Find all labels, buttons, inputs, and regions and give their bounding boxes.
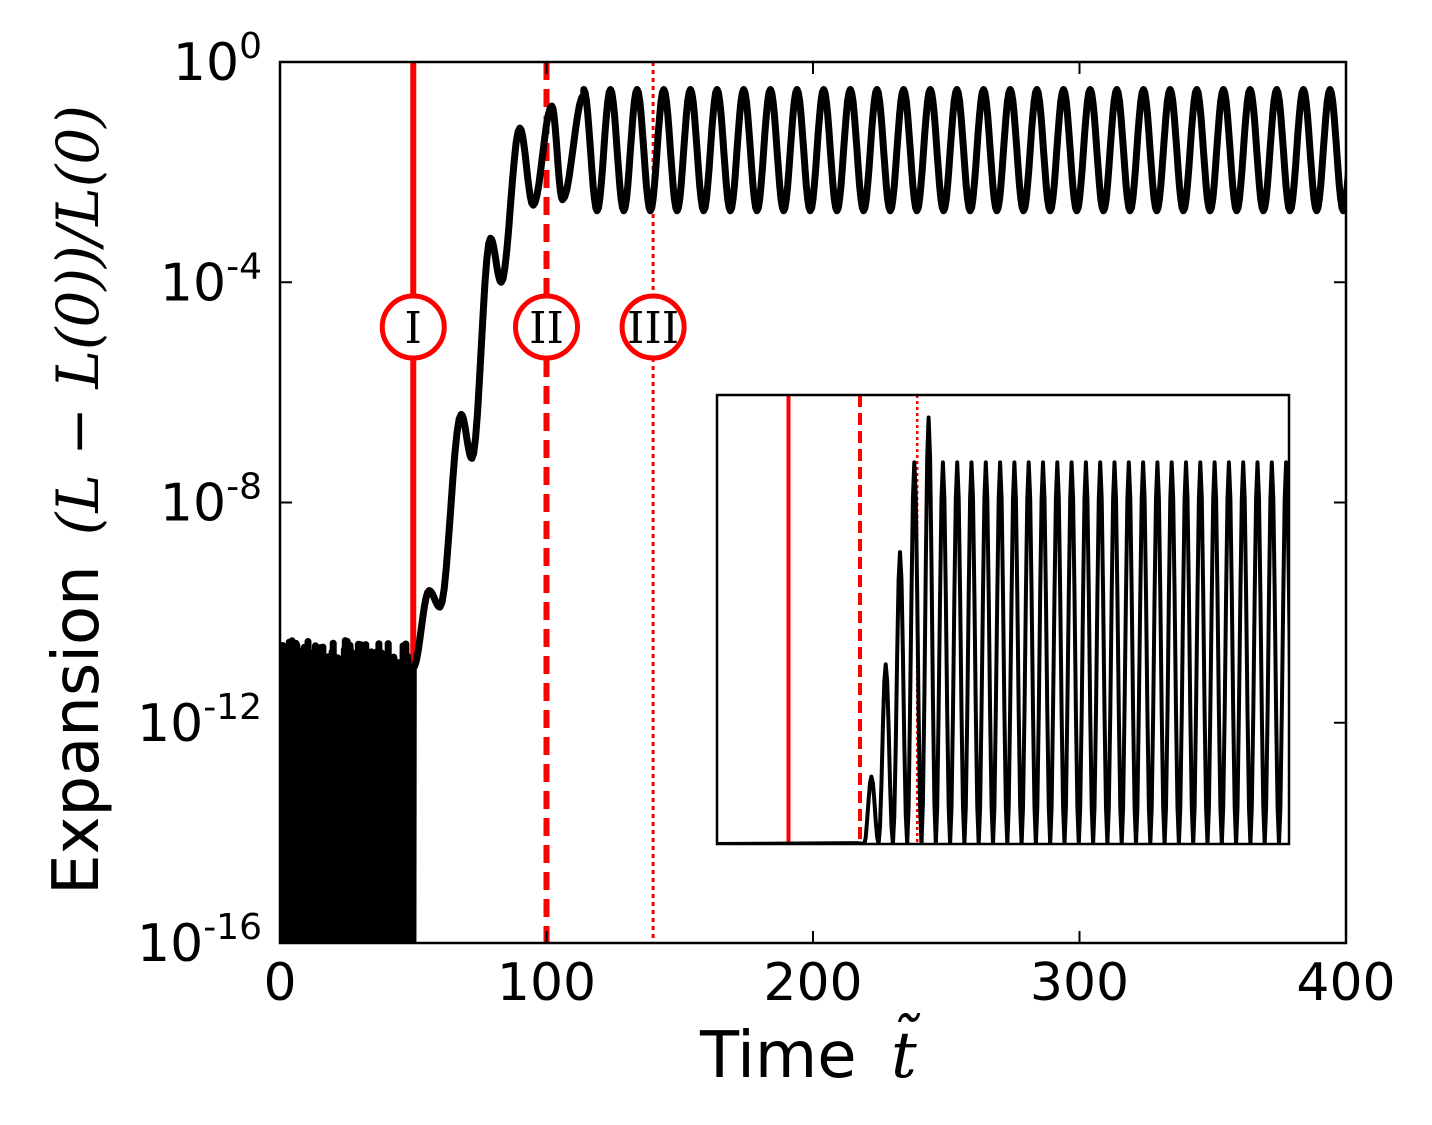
x-tick-label: 300: [1030, 953, 1129, 1013]
y-axis-label-math: (L − L(0))/L(0): [44, 105, 112, 535]
y-tick-label: 10-16: [137, 907, 262, 974]
y-tick-label: 100: [173, 26, 262, 93]
x-tick-label: 400: [1296, 953, 1395, 1013]
x-axis-label-text: Time: [699, 1019, 857, 1093]
y-axis-ticks: 100 10-4 10-8 10-12 10-16: [137, 26, 1346, 974]
y-tick-label: 10-8: [160, 467, 262, 534]
inset-frame: [715, 393, 1291, 846]
y-tick-label: 10-4: [160, 246, 262, 313]
y-tick-label: 10-12: [137, 687, 262, 754]
x-tick-label: 200: [763, 953, 862, 1013]
inset-series-line: [717, 415, 1289, 844]
x-tick-label: 100: [497, 953, 596, 1013]
marker-label-i: I: [405, 303, 422, 354]
marker-label-iii: III: [627, 303, 679, 354]
marker-circle-i: [379, 293, 447, 361]
inset-plot: [715, 393, 1291, 846]
marker-circle-ii: [513, 293, 580, 361]
x-tick-label: 0: [263, 953, 296, 1013]
marker-circle-iii: [619, 293, 687, 361]
expansion-series-line: [280, 86, 1346, 943]
y-axis-label-text: Expansion: [40, 565, 114, 895]
y-axis-label: Expansion (L − L(0))/L(0): [40, 105, 114, 895]
marker-labels: I II III: [379, 293, 687, 361]
x-axis-ticks: 0 100 200 300 400: [263, 62, 1396, 1013]
x-axis-label-symbol: t̃: [891, 1013, 921, 1093]
x-axis-label: Time t̃: [699, 1013, 921, 1093]
marker-label-ii: II: [529, 303, 564, 354]
